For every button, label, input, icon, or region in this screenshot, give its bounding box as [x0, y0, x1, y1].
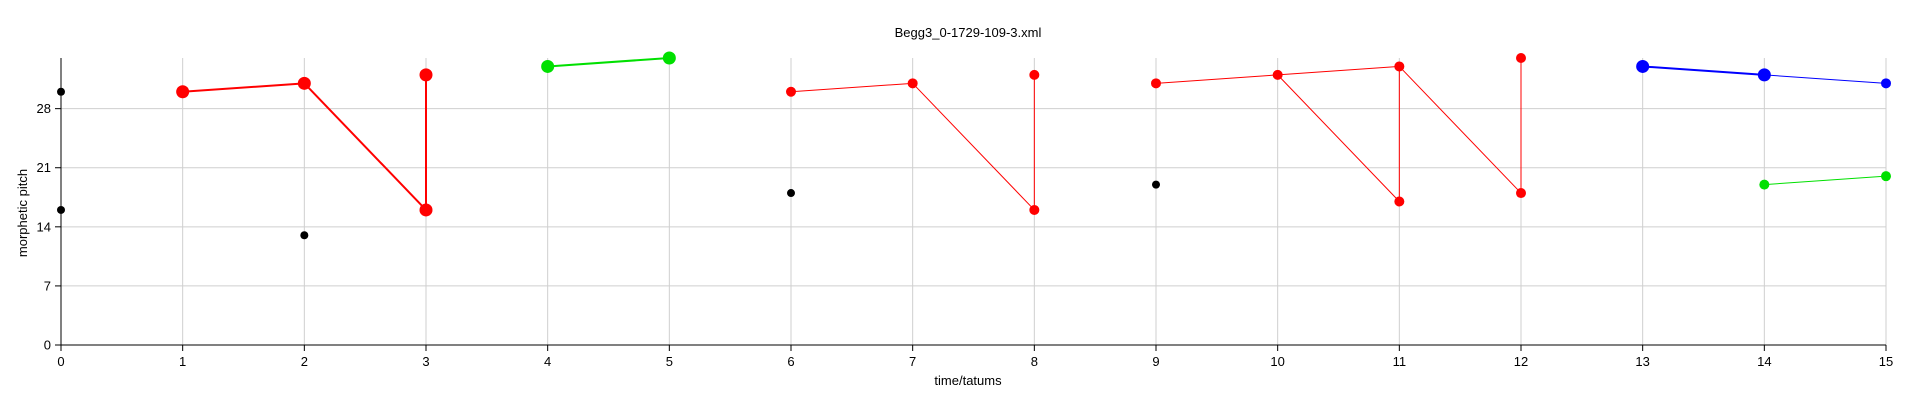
data-point-red-6: [419, 203, 433, 217]
data-point-black-15: [1152, 180, 1160, 189]
x-tick-label-5: 5: [666, 354, 673, 369]
data-point-green-25: [1881, 171, 1891, 182]
x-tick-label-11: 11: [1393, 354, 1407, 369]
series-line-red-5: [912, 82, 1035, 211]
data-point-green-24: [1759, 179, 1770, 190]
data-point-red-14: [1151, 78, 1161, 89]
x-tick-label-14: 14: [1757, 354, 1771, 369]
series-line-green-14: [1764, 175, 1887, 186]
data-point-red-11: [907, 78, 918, 89]
series-line-red-8: [1277, 74, 1400, 202]
data-point-green-8: [662, 51, 676, 65]
data-point-red-12: [1029, 69, 1040, 80]
data-point-black-4: [300, 231, 309, 240]
data-point-red-13: [1029, 204, 1040, 215]
series-line-red-1: [303, 82, 427, 211]
x-tick-label-12: 12: [1514, 354, 1528, 369]
data-point-blue-23: [1881, 78, 1891, 89]
x-axis-label: time/tatums: [934, 373, 1002, 388]
data-point-red-18: [1394, 196, 1405, 207]
data-point-red-19: [1516, 53, 1526, 63]
data-point-red-3: [297, 76, 311, 90]
y-tick-label-0: 0: [44, 338, 51, 353]
y-tick-label-14: 14: [37, 219, 51, 234]
series-lines: [182, 57, 1887, 211]
x-tick-label-3: 3: [422, 354, 429, 369]
data-point-blue-22: [1757, 68, 1771, 82]
x-tick-label-0: 0: [57, 354, 64, 369]
series-line-blue-13: [1764, 74, 1887, 84]
data-point-green-7: [541, 59, 555, 73]
x-tick-label-7: 7: [909, 354, 916, 369]
y-tick-label-28: 28: [37, 101, 51, 116]
chart-title: Begg3_0-1729-109-3.xml: [895, 25, 1042, 40]
series-line-red-10: [1398, 66, 1522, 194]
x-tick-label-9: 9: [1152, 354, 1159, 369]
data-point-red-9: [786, 86, 796, 97]
x-tick-label-8: 8: [1031, 354, 1038, 369]
data-point-black-1: [57, 205, 65, 214]
x-tick-label-1: 1: [179, 354, 186, 369]
x-tick-label-15: 15: [1879, 354, 1893, 369]
data-point-red-5: [419, 68, 433, 82]
data-point-red-16: [1272, 69, 1283, 80]
x-tick-label-4: 4: [544, 354, 551, 369]
data-points: [57, 51, 1891, 240]
x-tick-label-10: 10: [1270, 354, 1284, 369]
data-point-blue-21: [1636, 59, 1650, 73]
series-line-red-4: [790, 82, 913, 93]
data-point-red-17: [1394, 61, 1405, 72]
y-tick-label-21: 21: [37, 160, 51, 175]
series-line-red-0: [182, 82, 305, 93]
data-point-black-0: [57, 87, 65, 96]
data-point-red-2: [176, 85, 190, 99]
series-line-green-3: [547, 57, 670, 68]
y-axis-label: morphetic pitch: [15, 169, 30, 257]
grid: [60, 58, 1887, 346]
x-tick-label-6: 6: [787, 354, 794, 369]
data-point-red-20: [1516, 188, 1526, 199]
y-tick-label-7: 7: [44, 278, 51, 293]
x-tick-label-13: 13: [1635, 354, 1649, 369]
data-point-black-10: [787, 189, 795, 198]
series-line-blue-12: [1642, 65, 1765, 76]
x-tick-label-2: 2: [301, 354, 308, 369]
